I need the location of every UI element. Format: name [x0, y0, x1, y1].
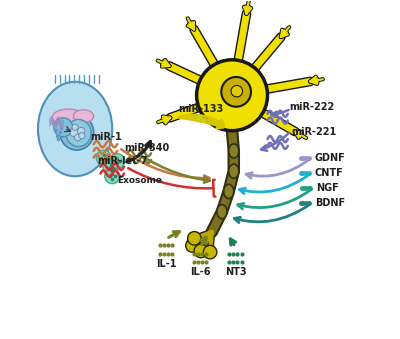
Circle shape [221, 77, 251, 107]
Text: Exosome: Exosome [117, 176, 162, 185]
Circle shape [72, 124, 78, 130]
Text: IL-6: IL-6 [190, 267, 210, 277]
Ellipse shape [217, 205, 227, 219]
FancyArrowPatch shape [128, 168, 216, 197]
Ellipse shape [73, 110, 94, 123]
Ellipse shape [52, 109, 84, 125]
Text: NGF: NGF [316, 183, 339, 193]
Text: miR-1: miR-1 [90, 133, 122, 142]
Text: miR-let-7: miR-let-7 [97, 156, 148, 166]
Circle shape [203, 245, 217, 259]
Circle shape [186, 239, 199, 252]
Circle shape [70, 128, 79, 137]
Ellipse shape [38, 82, 112, 176]
Text: miR-340: miR-340 [124, 143, 169, 153]
Circle shape [188, 232, 201, 245]
Text: miR-222: miR-222 [290, 102, 335, 112]
Circle shape [110, 154, 125, 168]
Text: GDNF: GDNF [315, 153, 346, 163]
Circle shape [231, 85, 242, 97]
Text: NT3: NT3 [225, 267, 246, 277]
Circle shape [197, 60, 268, 131]
Circle shape [96, 150, 111, 165]
Text: miR-221: miR-221 [291, 127, 336, 137]
Ellipse shape [66, 120, 91, 146]
Circle shape [105, 169, 120, 184]
Circle shape [74, 134, 81, 141]
Circle shape [103, 160, 118, 175]
Text: miR-133: miR-133 [178, 104, 223, 114]
Ellipse shape [224, 184, 234, 199]
Text: CNTF: CNTF [315, 168, 344, 178]
Circle shape [194, 244, 208, 258]
Text: IL-1: IL-1 [156, 259, 176, 269]
Circle shape [54, 118, 73, 137]
Circle shape [78, 127, 85, 135]
Text: BDNF: BDNF [315, 198, 345, 208]
Circle shape [79, 133, 85, 139]
Ellipse shape [60, 115, 94, 150]
Ellipse shape [229, 144, 239, 158]
Ellipse shape [229, 164, 239, 178]
